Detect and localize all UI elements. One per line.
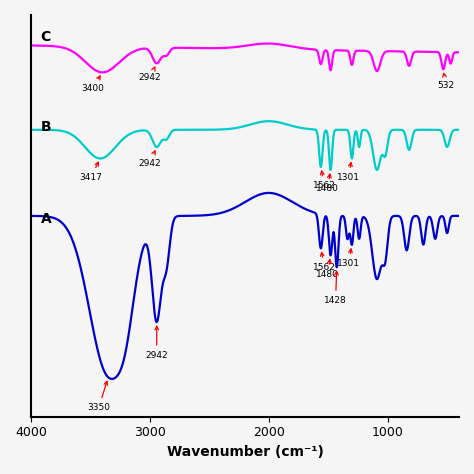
Text: 2942: 2942 (138, 67, 161, 82)
Text: 1562: 1562 (313, 253, 336, 272)
X-axis label: Wavenumber (cm⁻¹): Wavenumber (cm⁻¹) (166, 445, 323, 459)
Text: 2942: 2942 (146, 326, 168, 360)
Text: 1480: 1480 (316, 259, 339, 279)
Text: C: C (40, 30, 51, 44)
Text: 1562: 1562 (313, 171, 336, 190)
Text: 532: 532 (437, 73, 454, 90)
Text: 3400: 3400 (82, 76, 104, 93)
Text: 1480: 1480 (316, 174, 339, 193)
Text: 3350: 3350 (87, 381, 110, 412)
Text: 1301: 1301 (337, 163, 360, 182)
Text: 1301: 1301 (337, 249, 360, 268)
Text: 3417: 3417 (79, 162, 102, 182)
Text: A: A (40, 212, 51, 226)
Text: B: B (40, 120, 51, 134)
Text: 1428: 1428 (324, 272, 347, 305)
Text: 2942: 2942 (138, 151, 161, 167)
